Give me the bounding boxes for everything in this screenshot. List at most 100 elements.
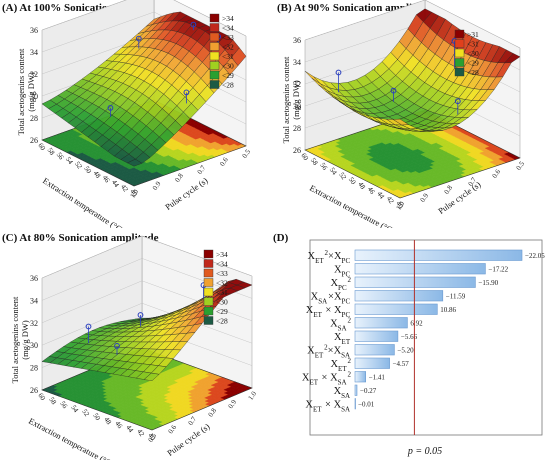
pareto-value-label: −4.57 [393,360,410,368]
p2-z-axis-unit: (mg/g DW) [20,320,30,360]
p0-x-tick-label: 40 [128,188,139,199]
p0-legend-label: <29 [222,71,234,80]
p2-legend-swatch [203,259,214,268]
p0-z-tick-label: 30 [30,92,38,101]
p2-legend-swatch [203,297,214,306]
p2-x-tick-label: 58 [47,396,58,407]
pareto-term-label: XET × XPC [306,305,351,319]
p2-x-tick-label: 52 [80,408,91,419]
p1-data-point [335,69,342,76]
p2-legend-swatch [203,287,214,297]
p1-z-tick-label: 34 [293,58,301,67]
p1-x-tick-label: 60 [299,152,310,163]
pareto-value-label: −5.66 [401,333,418,341]
p1-x-tick-label: 58 [309,156,320,167]
p1-legend-label: <28 [467,68,479,77]
pareto-term-label: XPC 2 [330,276,351,292]
p1-legend-swatch [454,48,465,58]
p1-z-gridline [304,0,521,49]
p1-legend-swatch [454,39,465,48]
pareto-bar [354,249,523,261]
p2-x-tick-label: 46 [113,420,124,431]
p2-x-tick-label: 42 [135,428,146,439]
p1-z-tick-label: 28 [293,124,301,133]
p0-legend-label: <30 [222,62,234,71]
p1-legend-swatch [454,29,465,39]
p1-legend-swatch [454,67,465,77]
p0-legend-label: <33 [222,33,234,42]
p2-x-tick-label: 48 [102,416,113,427]
p2-y-tick-label: 0.8 [207,406,219,418]
p1-z-tick-label: 30 [293,102,301,111]
p0-y-tick-label: 0.6 [218,156,230,168]
p0-x-tick-label: 50 [82,165,93,176]
p0-z-tick-label: 32 [30,70,38,79]
p1-x-tick-label: 52 [337,171,348,182]
p0-y-tick-label: 0.5 [241,148,253,160]
p0-legend-swatch [209,70,220,80]
p0-legend-swatch [209,61,220,70]
p0-legend-label: <28 [222,81,234,90]
p0-x-tick-label: 42 [119,183,130,194]
p0-z-tick-label: 28 [30,114,38,123]
p1-x-tick-label: 56 [318,161,329,172]
p1-legend-swatch [454,58,465,67]
p2-data-point [137,312,144,318]
p0-x-tick-label: 60 [36,142,47,153]
p2-legend-swatch [203,316,214,325]
pareto-term-label: XET 2×XSA [307,344,351,360]
p1-z-axis-title: Total acetogenins content [281,56,291,143]
pareto-bar [354,303,438,315]
p2-legend-label: <30 [216,298,228,307]
p0-legend-label: <34 [222,24,234,33]
p2-legend-label: <29 [216,307,228,316]
panel-d: (D) −22.05 XET 2×XPC −17.22 XPC −15.90 XPC … [273,230,550,460]
p2-z-tick-label: 34 [30,296,38,305]
p1-x-tick-label: 50 [347,176,358,187]
pareto-term-label: XPC [334,265,351,279]
p1-z-tick-label: 36 [293,36,301,45]
p2-legend-label: >34 [216,250,228,259]
p2-x-tick-label: 54 [69,404,80,415]
p2-y-tick-label: 0.7 [187,415,199,427]
p2-x-tick-label: 40 [146,432,157,443]
p2-y-tick-label: 0.5 [147,432,159,444]
p2-legend-label: <33 [216,269,228,278]
p2-z-axis-title: Total acetogenins content [10,296,20,383]
p1-z-axis-unit: (mg/g DW) [291,80,301,120]
pareto-value-label: −5.20 [397,347,414,355]
p1-y-axis-title: Pulse cycle (s) [436,179,482,216]
p0-data-point [107,105,114,111]
p1-legend-label: <29 [467,59,479,68]
pareto-bar [354,344,395,356]
p2-y-tick-label: 1.0 [247,390,259,402]
p0-legend-swatch [209,80,220,89]
p1-legend-label: <31 [467,40,479,49]
p0-data-point [135,35,142,42]
panel-a: (A) At 100% Sonication amplitude 26 28 30 3… [0,0,272,228]
pareto-value-label: −15.90 [478,279,498,287]
p0-data-point [183,89,190,96]
panel-c-surface-plot: 26 28 30 32 34 36 60 58 56 54 52 50 48 46 44 42 400.5 0.6… [10,235,259,460]
p0-y-tick-label: 0.8 [173,172,185,184]
panel-d-pareto-chart: −22.05 XET 2×XPC −17.22 XPC −15.90 XPC 2 −11… [302,239,545,457]
p1-z-tick-label: 32 [293,80,301,89]
p1-y-tick-label: 0.5 [515,160,527,172]
p2-x-tick-label: 50 [91,412,102,423]
pareto-term-label: XSA 2 [330,317,351,333]
p2-x-tick-label: 56 [58,400,69,411]
pareto-bar [354,317,408,329]
p0-legend-label: <31 [222,52,234,61]
p1-data-point [390,87,397,94]
pareto-bar [354,263,486,275]
p0-z-tick-label: 26 [30,136,38,145]
pareto-value-label: −11.59 [446,293,466,301]
p1-y-tick-label: 0.8 [443,184,455,196]
p2-y-tick-label: 0.9 [227,398,239,410]
pareto-term-label: XET [334,332,351,346]
pareto-bar [354,357,390,369]
p0-legend-swatch [209,23,220,32]
pareto-bar [354,371,366,383]
